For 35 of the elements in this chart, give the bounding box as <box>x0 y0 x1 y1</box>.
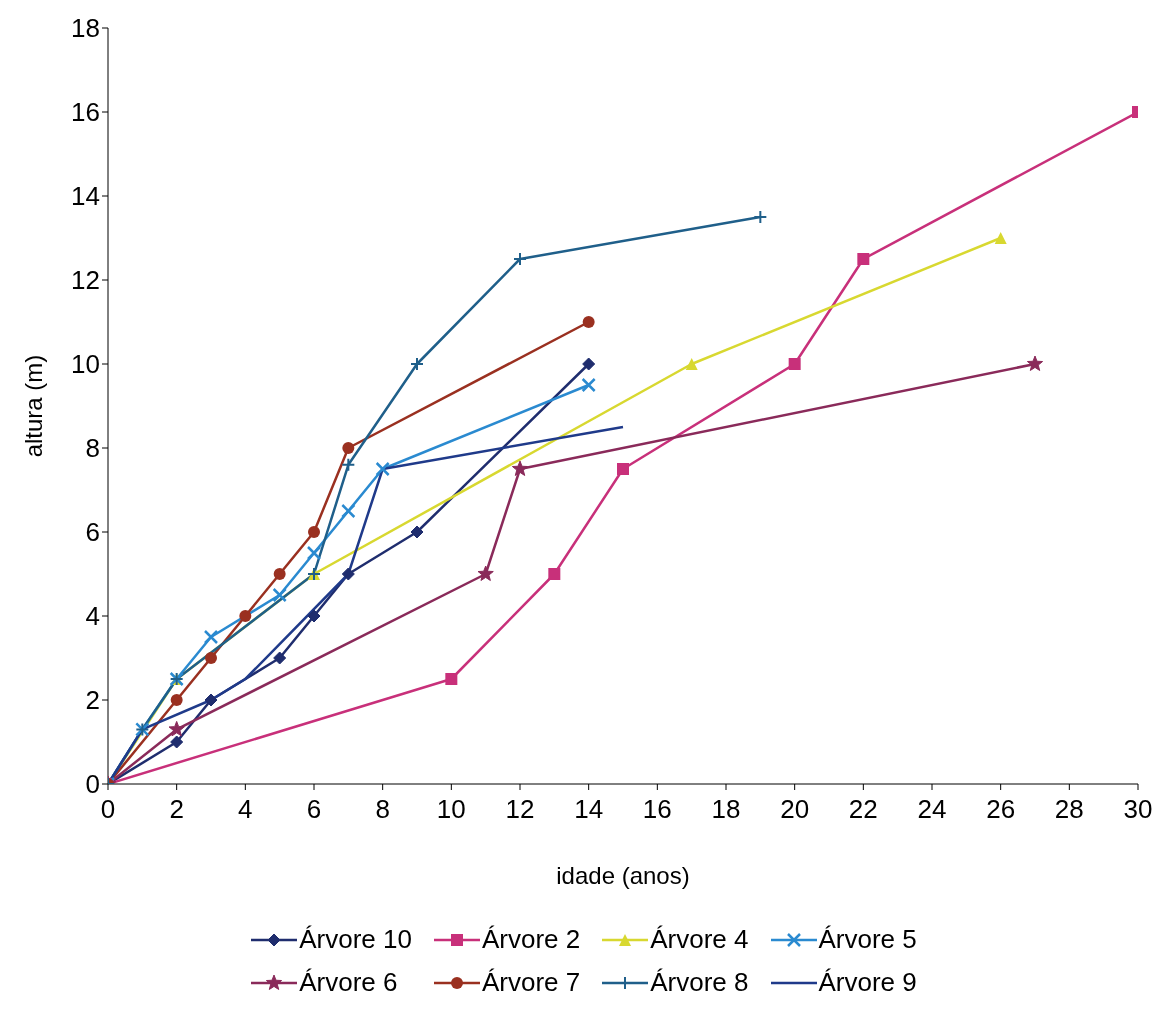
legend-label: Árvore 5 <box>818 924 917 955</box>
y-tick-label: 2 <box>85 685 100 716</box>
x-tick-label: 20 <box>780 794 810 825</box>
legend-label: Árvore 8 <box>650 967 749 998</box>
legend-label: Árvore 6 <box>299 967 398 998</box>
x-tick-label: 8 <box>375 794 390 825</box>
y-tick-label: 6 <box>85 517 100 548</box>
x-tick-label: 26 <box>986 794 1016 825</box>
x-tick-label: 16 <box>642 794 672 825</box>
x-tick-label: 30 <box>1123 794 1153 825</box>
y-tick-label: 14 <box>71 181 100 212</box>
legend-label: Árvore 2 <box>481 924 581 955</box>
x-tick-label: 14 <box>574 794 604 825</box>
y-tick-label: 0 <box>85 769 100 800</box>
legend-label: Árvore 9 <box>818 967 917 998</box>
y-axis-title: altura (m) <box>19 354 47 458</box>
y-tick-label: 16 <box>71 97 100 128</box>
y-tick-label: 8 <box>85 433 100 464</box>
y-tick-label: 10 <box>71 349 100 380</box>
x-tick-label: 2 <box>169 794 184 825</box>
x-tick-label: 10 <box>436 794 466 825</box>
legend-label: Árvore 7 <box>481 967 581 998</box>
x-tick-label: 28 <box>1054 794 1084 825</box>
legend-label: Árvore 10 <box>299 924 412 955</box>
x-tick-label: 18 <box>711 794 741 825</box>
x-axis-title: idade (anos) <box>556 862 690 889</box>
y-tick-label: 18 <box>71 13 100 44</box>
y-tick-label: 4 <box>85 601 100 632</box>
x-tick-label: 6 <box>306 794 322 825</box>
x-tick-label: 24 <box>917 794 947 825</box>
x-tick-label: 4 <box>238 794 253 825</box>
x-tick-label: 22 <box>848 794 878 825</box>
x-tick-label: 12 <box>505 794 535 825</box>
y-tick-label: 12 <box>71 265 100 296</box>
legend-label: Árvore 4 <box>650 924 749 955</box>
